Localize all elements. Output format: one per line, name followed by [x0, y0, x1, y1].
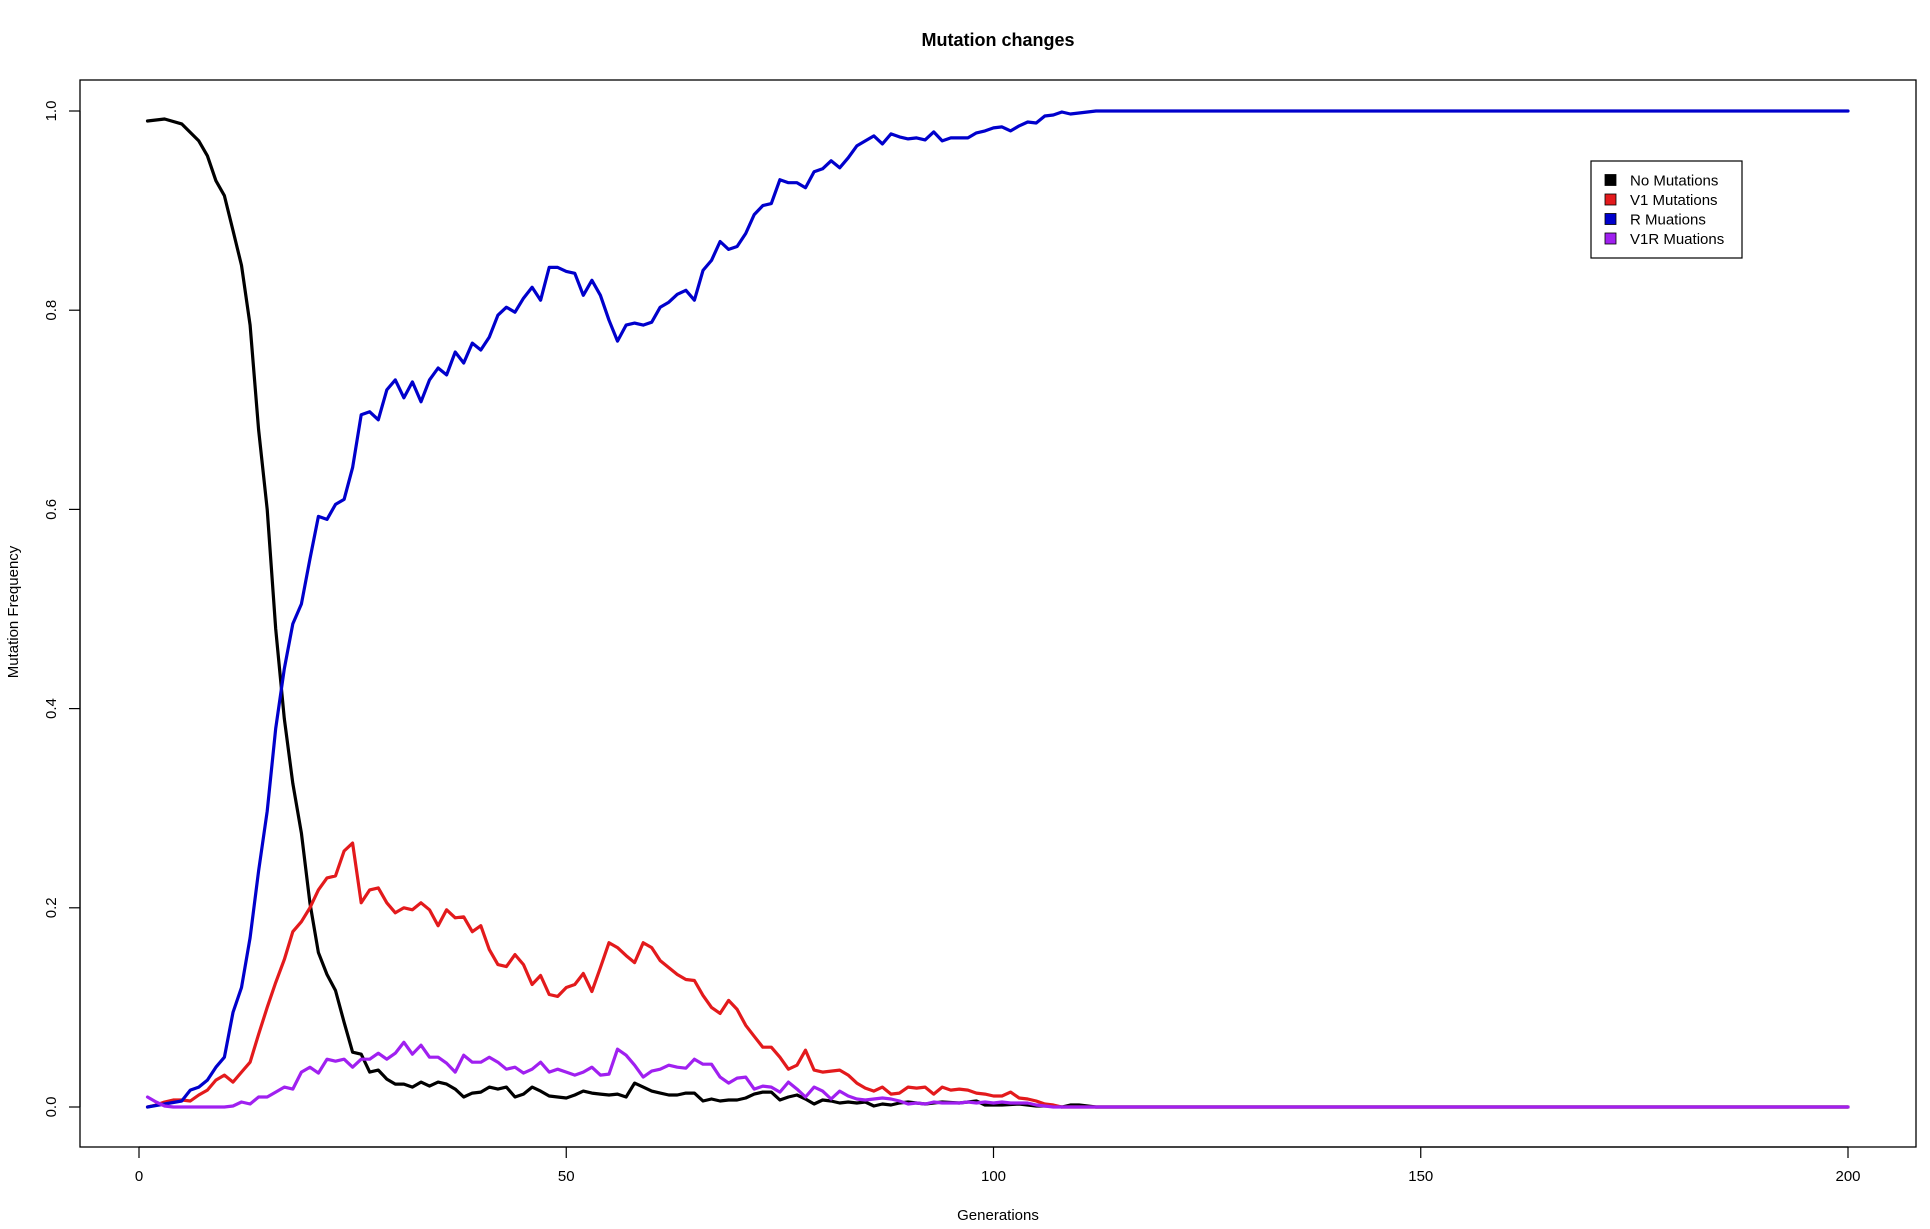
x-tick-label: 150 — [1408, 1168, 1433, 1185]
x-axis-label: Generations — [957, 1207, 1039, 1224]
series-line-v1r-muations — [145, 1040, 1850, 1109]
legend-swatch-r-muations — [1604, 213, 1617, 225]
y-tick-label: 0.2 — [43, 897, 60, 918]
x-tick-label: 100 — [981, 1168, 1006, 1185]
legend-label-r-muations: R Muations — [1630, 212, 1706, 229]
y-tick-label: 0.0 — [43, 1097, 60, 1118]
x-tick-label: 50 — [558, 1168, 575, 1185]
y-tick-label: 1.0 — [43, 101, 60, 122]
y-tick-label: 0.6 — [43, 499, 60, 520]
y-tick-label: 0.8 — [43, 300, 60, 321]
series-line-no-mutations — [145, 117, 1850, 1109]
legend-swatch-v1r-muations — [1604, 232, 1617, 245]
x-tick-label: 0 — [135, 1168, 143, 1185]
x-tick-label: 200 — [1835, 1168, 1860, 1185]
x-axis: 0 50 100 150 200 — [135, 1146, 1861, 1185]
series-layer — [145, 109, 1850, 1109]
series-line-v1-mutations — [145, 841, 1850, 1109]
legend-swatch-v1-mutations — [1604, 193, 1617, 206]
legend-label-v1r-muations: V1R Muations — [1630, 231, 1724, 248]
y-axis: 0.0 0.2 0.4 0.6 0.8 1.0 — [43, 101, 81, 1118]
legend: No Mutations V1 Mutations R Muations V1R Mu… — [1590, 160, 1743, 259]
legend-label-v1-mutations: V1 Mutations — [1630, 192, 1718, 209]
legend-swatch-no-mutations — [1604, 174, 1617, 186]
y-axis-label: Mutation Frequency — [5, 545, 22, 678]
chart-title: Mutation changes — [921, 30, 1074, 50]
y-tick-label: 0.4 — [43, 698, 60, 719]
legend-label-no-mutations: No Mutations — [1630, 173, 1718, 190]
series-line-r-muations — [145, 109, 1850, 1109]
